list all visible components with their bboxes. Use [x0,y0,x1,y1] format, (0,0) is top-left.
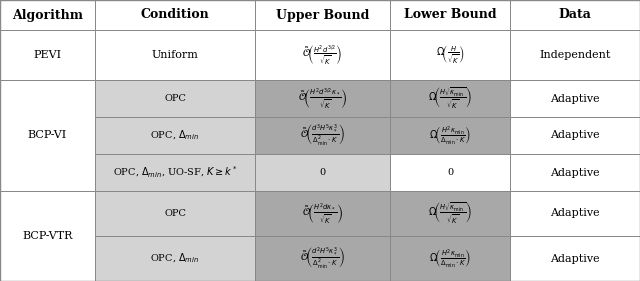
Bar [95,236,255,281]
Bar [510,191,640,236]
Text: Independent: Independent [540,50,611,60]
Text: BCP-VTR: BCP-VTR [22,231,73,241]
Text: OPC, $\Delta_{min}$: OPC, $\Delta_{min}$ [150,129,200,142]
Bar [390,117,510,154]
Text: Adaptive: Adaptive [550,253,600,264]
Bar [95,117,255,154]
Text: Adaptive: Adaptive [550,94,600,103]
Text: $\tilde{\mathcal{O}}\!\left(\frac{d^3 H^5 \kappa_*^3}{\Delta_{\min}^2 \cdot K}\r: $\tilde{\mathcal{O}}\!\left(\frac{d^3 H^… [300,123,345,148]
Bar [510,117,640,154]
Bar [510,154,640,191]
Text: Uniform: Uniform [152,50,198,60]
Bar [255,191,390,236]
Bar [255,236,390,281]
Bar [390,80,510,117]
Bar [390,0,510,30]
Bar [510,80,640,117]
Text: Condition: Condition [141,8,209,22]
Text: Adaptive: Adaptive [550,167,600,178]
Text: OPC, $\Delta_{min}$: OPC, $\Delta_{min}$ [150,252,200,265]
Bar [255,30,390,80]
Text: $\Omega\!\left(\frac{H^2\kappa_{\min}}{\Delta_{\min}\cdot K}\right)$: $\Omega\!\left(\frac{H^2\kappa_{\min}}{\… [429,247,471,269]
Bar [390,30,510,80]
Text: Adaptive: Adaptive [550,209,600,219]
Text: Adaptive: Adaptive [550,130,600,140]
Text: $\tilde{\mathcal{O}}\!\left(\frac{H^2 d\kappa_*}{\sqrt{K}}\right)$: $\tilde{\mathcal{O}}\!\left(\frac{H^2 d\… [302,201,343,226]
Text: Algorithm: Algorithm [12,8,83,22]
Bar [255,154,390,191]
Bar [255,117,390,154]
Text: 0: 0 [447,168,453,177]
Bar [0,191,95,281]
Bar [0,0,95,30]
Bar [390,191,510,236]
Text: $\Omega\!\left(\frac{H\sqrt{\kappa_{\min}}}{\sqrt{K}}\right)$: $\Omega\!\left(\frac{H\sqrt{\kappa_{\min… [428,86,472,111]
Text: $\tilde{\mathcal{O}}\!\left(\frac{H^2 d^{3/2}}{\sqrt{K}}\right)$: $\tilde{\mathcal{O}}\!\left(\frac{H^2 d^… [302,43,343,67]
Text: PEVI: PEVI [33,50,61,60]
Bar [510,30,640,80]
Bar [390,154,510,191]
Bar [95,154,255,191]
Bar [95,0,255,30]
Text: $\Omega\!\left(\frac{H\sqrt{\kappa_{\min}}}{\sqrt{K}}\right)$: $\Omega\!\left(\frac{H\sqrt{\kappa_{\min… [428,201,472,226]
Bar [95,30,255,80]
Text: OPC: OPC [164,94,186,103]
Text: BCP-VI: BCP-VI [28,130,67,140]
Bar [95,80,255,117]
Text: Data: Data [559,8,591,22]
Text: 0: 0 [319,168,326,177]
Bar [510,0,640,30]
Text: Upper Bound: Upper Bound [276,8,369,22]
Bar [255,80,390,117]
Text: $\Omega\!\left(\frac{H^2\kappa_{\min}}{\Delta_{\min}\cdot K}\right)$: $\Omega\!\left(\frac{H^2\kappa_{\min}}{\… [429,124,471,147]
Text: $\tilde{\mathcal{O}}\!\left(\frac{H^2 d^{3/2}\kappa_*}{\sqrt{K}}\right)$: $\tilde{\mathcal{O}}\!\left(\frac{H^2 d^… [298,86,348,111]
Text: OPC, $\Delta_{min}$, UO-SF, $K \geq k^*$: OPC, $\Delta_{min}$, UO-SF, $K \geq k^*$ [113,165,237,180]
Text: Lower Bound: Lower Bound [404,8,496,22]
Text: $\Omega\!\left(\frac{H}{\sqrt{K}}\right)$: $\Omega\!\left(\frac{H}{\sqrt{K}}\right)… [436,44,465,66]
Bar [95,191,255,236]
Text: OPC: OPC [164,209,186,218]
Bar [0,80,95,191]
Bar [390,236,510,281]
Bar [510,236,640,281]
Text: $\tilde{\mathcal{O}}\!\left(\frac{d^2 H^5 \kappa_*^3}{\Delta_{\min}^2 \cdot K}\r: $\tilde{\mathcal{O}}\!\left(\frac{d^2 H^… [300,246,345,271]
Bar [0,30,95,80]
Bar [255,0,390,30]
